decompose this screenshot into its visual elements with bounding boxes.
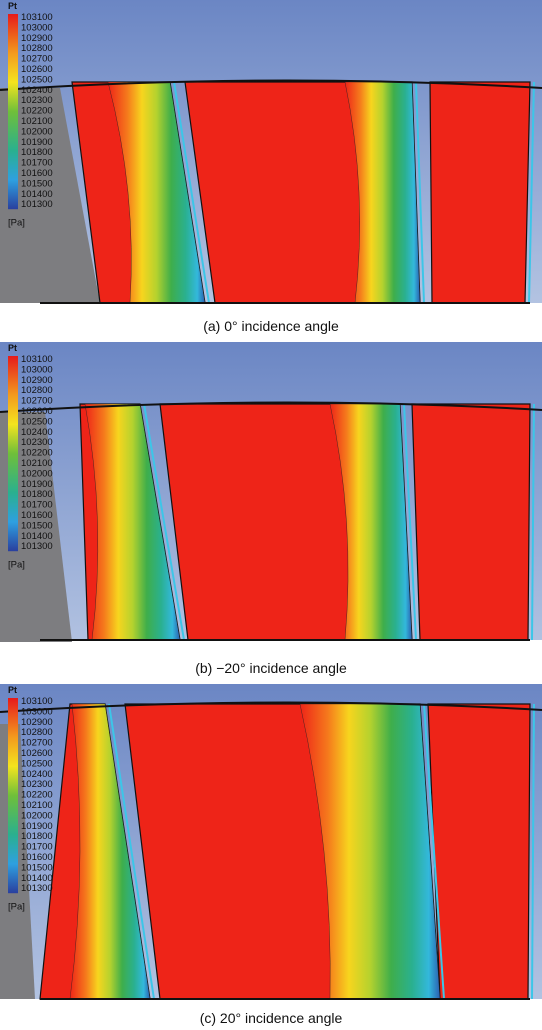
legend-level: 101400 xyxy=(21,189,53,200)
legend-title: Pt xyxy=(8,1,17,11)
legend-level: 102600 xyxy=(21,406,53,417)
colorbar xyxy=(8,698,18,893)
legend-level: 101600 xyxy=(21,852,53,863)
legend-level: 101800 xyxy=(21,489,53,500)
legend-level: 103000 xyxy=(21,22,53,33)
legend-level: 103100 xyxy=(21,696,53,707)
caption: (a) 0° incidence angle xyxy=(0,318,542,334)
legend-level: 102600 xyxy=(21,748,53,759)
legend-title: Pt xyxy=(8,685,17,695)
legend-unit: [Pa] xyxy=(8,560,25,571)
legend-level: 101700 xyxy=(21,500,53,511)
legend-level: 101700 xyxy=(21,842,53,853)
passage xyxy=(412,404,530,640)
legend-level: 102000 xyxy=(21,126,53,137)
legend-level: 102800 xyxy=(21,385,53,396)
legend-level: 102400 xyxy=(21,85,53,96)
contour-panel: Pt10310010300010290010280010270010260010… xyxy=(0,684,542,1006)
legend-level: 102000 xyxy=(21,810,53,821)
legend-level: 101900 xyxy=(21,479,53,490)
legend-level: 101900 xyxy=(21,137,53,148)
legend-level: 102000 xyxy=(21,468,53,479)
legend-level: 101500 xyxy=(21,520,53,531)
legend-level: 102200 xyxy=(21,448,53,459)
legend-unit: [Pa] xyxy=(8,902,25,913)
domain-floor xyxy=(0,999,542,1006)
colorbar xyxy=(8,14,18,209)
legend-level: 101400 xyxy=(21,531,53,542)
legend-level: 102100 xyxy=(21,800,53,811)
legend-level: 103100 xyxy=(21,354,53,365)
legend-unit: [Pa] xyxy=(8,218,25,229)
figure: Pt10310010300010290010280010270010260010… xyxy=(0,0,542,1030)
legend-level: 101300 xyxy=(21,883,53,894)
legend-level: 102400 xyxy=(21,769,53,780)
legend-level: 102500 xyxy=(21,758,53,769)
legend-level: 102500 xyxy=(21,74,53,85)
legend-level: 102200 xyxy=(21,790,53,801)
legend-level: 103000 xyxy=(21,706,53,717)
legend-level: 101400 xyxy=(21,873,53,884)
passage xyxy=(430,82,530,303)
legend-level: 102300 xyxy=(21,437,53,448)
legend-level: 102100 xyxy=(21,116,53,127)
caption: (b) −20° incidence angle xyxy=(0,660,542,676)
legend-level: 102100 xyxy=(21,458,53,469)
legend-level: 102800 xyxy=(21,727,53,738)
contour-panel: Pt10310010300010290010280010270010260010… xyxy=(0,342,542,654)
legend-level: 102300 xyxy=(21,95,53,106)
passage xyxy=(428,704,530,999)
legend-level: 101900 xyxy=(21,821,53,832)
legend-level: 102200 xyxy=(21,106,53,117)
domain-floor xyxy=(0,640,542,654)
legend-level: 102400 xyxy=(21,427,53,438)
legend-level: 102900 xyxy=(21,33,53,44)
legend-level: 101600 xyxy=(21,510,53,521)
legend-title: Pt xyxy=(8,343,17,353)
legend-level: 101600 xyxy=(21,168,53,179)
legend-level: 101800 xyxy=(21,831,53,842)
colorbar xyxy=(8,356,18,551)
legend-level: 102900 xyxy=(21,375,53,386)
legend-level: 102900 xyxy=(21,717,53,728)
legend-level: 103000 xyxy=(21,364,53,375)
legend-level: 101300 xyxy=(21,199,53,210)
legend-level: 102700 xyxy=(21,54,53,65)
legend-level: 103100 xyxy=(21,12,53,23)
legend-level: 101300 xyxy=(21,541,53,552)
caption: (c) 20° incidence angle xyxy=(0,1010,542,1026)
legend-level: 102500 xyxy=(21,416,53,427)
legend-level: 102600 xyxy=(21,64,53,75)
legend-level: 101500 xyxy=(21,178,53,189)
legend-level: 101700 xyxy=(21,158,53,169)
contour-panel: Pt10310010300010290010280010270010260010… xyxy=(0,0,542,308)
legend-level: 102700 xyxy=(21,396,53,407)
legend-level: 102800 xyxy=(21,43,53,54)
legend-level: 102300 xyxy=(21,779,53,790)
legend-level: 101800 xyxy=(21,147,53,158)
legend-level: 102700 xyxy=(21,738,53,749)
legend-level: 101500 xyxy=(21,862,53,873)
